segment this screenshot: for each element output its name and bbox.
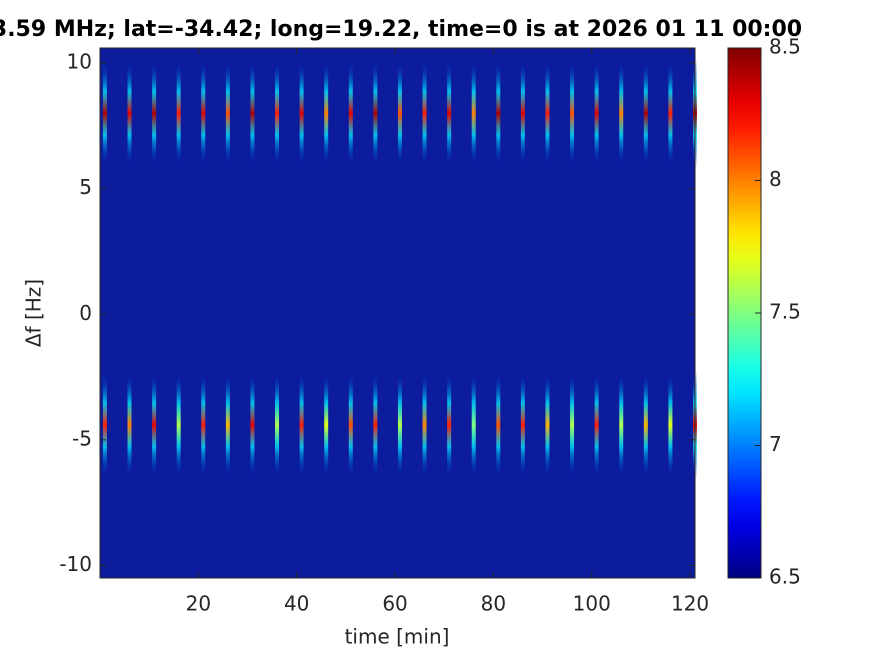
stripe [594, 58, 599, 169]
y-tick-label: -10 [59, 552, 92, 576]
stripe [102, 369, 107, 480]
stripe [324, 58, 329, 169]
y-tick-label: -5 [72, 426, 92, 450]
stripe [447, 369, 452, 480]
stripe [422, 58, 427, 169]
stripe [225, 58, 230, 169]
stripe [422, 369, 427, 480]
stripe [152, 369, 157, 480]
x-tick-label: 60 [382, 592, 407, 616]
colorbar-tick-label: 8 [769, 167, 782, 191]
stripe [324, 369, 329, 480]
axes-box [99, 47, 696, 579]
y-tick-label: 10 [67, 50, 92, 74]
stripe [471, 58, 476, 169]
stripe [225, 369, 230, 480]
colorbar-tick-label: 8.5 [769, 35, 801, 59]
x-axis-label: time [min] [345, 625, 450, 649]
stripe [299, 58, 304, 169]
stripe [668, 58, 673, 169]
stripe [348, 58, 353, 169]
stripe [373, 58, 378, 169]
plot-background [100, 48, 695, 578]
x-tick-label: 20 [186, 592, 211, 616]
stripe [447, 58, 452, 169]
stripe [496, 369, 501, 480]
stripe [152, 58, 157, 169]
stripe [373, 369, 378, 480]
stripe [176, 58, 181, 169]
colorbar-tick-label: 7.5 [769, 300, 801, 324]
stripe [668, 369, 673, 480]
x-tick-label: 120 [671, 592, 709, 616]
stripe [299, 369, 304, 480]
stripe [275, 58, 280, 169]
stripe [102, 58, 107, 169]
stripe [643, 58, 648, 169]
colorbar-tick-label: 7 [769, 432, 782, 456]
stripe [127, 369, 132, 480]
stripe [201, 369, 206, 480]
stripe [619, 369, 624, 480]
stripe [570, 58, 575, 169]
stripe [520, 58, 525, 169]
stripe [619, 58, 624, 169]
x-tick-label: 80 [481, 592, 506, 616]
x-tick-label: 40 [284, 592, 309, 616]
x-tick-label: 100 [573, 592, 611, 616]
y-tick-label: 5 [79, 175, 92, 199]
stripe [275, 369, 280, 480]
stripe [201, 58, 206, 169]
stripe [594, 369, 599, 480]
stripe [496, 58, 501, 169]
stripe [127, 58, 132, 169]
stripe [520, 369, 525, 480]
stripe [250, 58, 255, 169]
stripe [545, 369, 550, 480]
stripe [471, 369, 476, 480]
y-tick-label: 0 [79, 301, 92, 325]
stripe [643, 369, 648, 480]
stripe [397, 58, 402, 169]
stripe [545, 58, 550, 169]
colorbar-tick-label: 6.5 [769, 565, 801, 589]
stripe [250, 369, 255, 480]
stripe [397, 369, 402, 480]
chart-title: 3.59 MHz; lat=-34.42; long=19.22, time=0… [0, 17, 802, 42]
stripe [348, 369, 353, 480]
stripe [176, 369, 181, 480]
y-axis-label: Δf [Hz] [22, 279, 46, 347]
stripe [570, 369, 575, 480]
